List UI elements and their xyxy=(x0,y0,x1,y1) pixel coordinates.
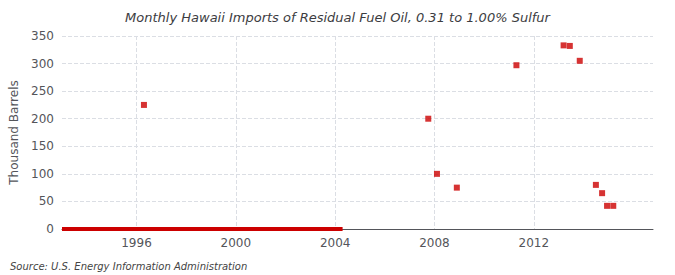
svg-text:Source: U.S. Energy Informatio: Source: U.S. Energy Information Administ… xyxy=(10,261,247,272)
svg-text:2008: 2008 xyxy=(419,236,450,250)
svg-text:1996: 1996 xyxy=(121,236,152,250)
svg-text:Thousand Barrels: Thousand Barrels xyxy=(7,80,21,185)
svg-text:150: 150 xyxy=(31,139,54,153)
svg-text:300: 300 xyxy=(31,57,54,71)
svg-text:250: 250 xyxy=(31,84,54,98)
svg-text:2000: 2000 xyxy=(221,236,252,250)
svg-text:Monthly Hawaii Imports of Resi: Monthly Hawaii Imports of Residual Fuel … xyxy=(125,10,551,25)
svg-text:200: 200 xyxy=(31,112,54,126)
svg-text:100: 100 xyxy=(31,167,54,181)
svg-text:2012: 2012 xyxy=(519,236,550,250)
svg-text:350: 350 xyxy=(31,29,54,43)
svg-text:0: 0 xyxy=(46,222,54,236)
svg-text:2004: 2004 xyxy=(320,236,351,250)
svg-text:50: 50 xyxy=(39,194,54,208)
